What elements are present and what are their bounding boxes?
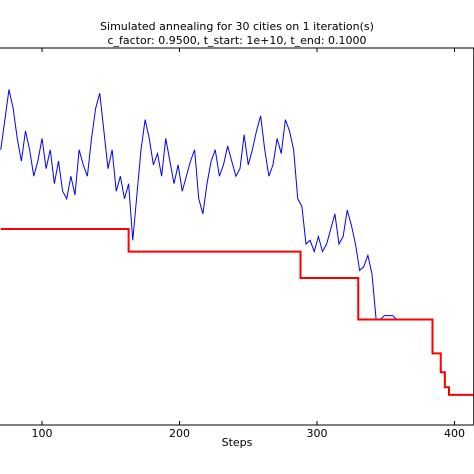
data-line [0, 227, 474, 396]
x-tick-label: 300 [307, 427, 328, 440]
x-tick-label: 400 [444, 427, 465, 440]
data-line [0, 89, 405, 320]
chart-subtitle: c_factor: 0.9500, t_start: 1e+10, t_end:… [107, 34, 366, 47]
x-tick-label: 100 [32, 427, 53, 440]
plot-frame [0, 47, 474, 426]
x-tick-label: 200 [169, 427, 190, 440]
chart-title: Simulated annealing for 30 cities on 1 i… [100, 20, 374, 33]
x-axis-label: Steps [222, 436, 253, 449]
